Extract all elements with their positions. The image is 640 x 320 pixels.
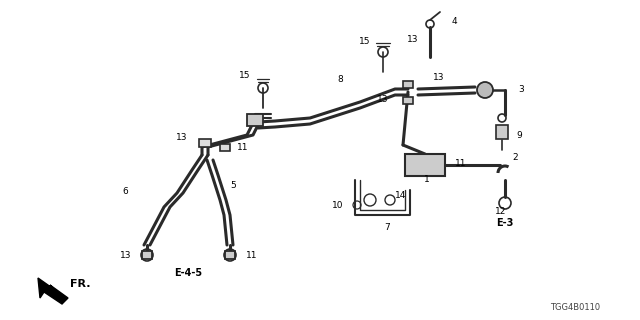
Text: 6: 6 bbox=[122, 188, 128, 196]
Text: 12: 12 bbox=[495, 206, 506, 215]
Polygon shape bbox=[38, 278, 68, 304]
Text: 3: 3 bbox=[518, 85, 524, 94]
Text: 15: 15 bbox=[239, 71, 250, 81]
Text: 11: 11 bbox=[455, 158, 467, 167]
Bar bbox=[247, 114, 263, 126]
Text: E-3: E-3 bbox=[496, 218, 514, 228]
Bar bbox=[403, 81, 413, 87]
Bar bbox=[142, 251, 152, 259]
Text: 13: 13 bbox=[175, 132, 187, 141]
Text: 10: 10 bbox=[332, 201, 343, 210]
Bar bbox=[496, 125, 508, 139]
Circle shape bbox=[477, 82, 493, 98]
Text: 2: 2 bbox=[512, 153, 518, 162]
Bar bbox=[405, 154, 445, 176]
Text: 15: 15 bbox=[358, 37, 370, 46]
Text: 13: 13 bbox=[433, 74, 445, 83]
Text: 1: 1 bbox=[424, 174, 430, 183]
Text: 11: 11 bbox=[246, 251, 257, 260]
Text: 8: 8 bbox=[337, 76, 343, 84]
Bar bbox=[403, 97, 413, 103]
Text: 4: 4 bbox=[452, 18, 458, 27]
Text: 5: 5 bbox=[230, 181, 236, 190]
Text: 13: 13 bbox=[407, 36, 419, 44]
Text: TGG4B0110: TGG4B0110 bbox=[550, 303, 600, 313]
Text: 14: 14 bbox=[395, 190, 406, 199]
Text: 9: 9 bbox=[516, 132, 522, 140]
Text: 13: 13 bbox=[376, 95, 388, 105]
Bar bbox=[225, 251, 235, 259]
Text: 7: 7 bbox=[384, 223, 390, 233]
Text: 11: 11 bbox=[237, 142, 248, 151]
Text: 13: 13 bbox=[120, 251, 131, 260]
Text: FR.: FR. bbox=[70, 279, 90, 289]
Bar bbox=[199, 139, 211, 147]
Bar bbox=[220, 143, 230, 150]
Text: E-4-5: E-4-5 bbox=[175, 268, 203, 278]
